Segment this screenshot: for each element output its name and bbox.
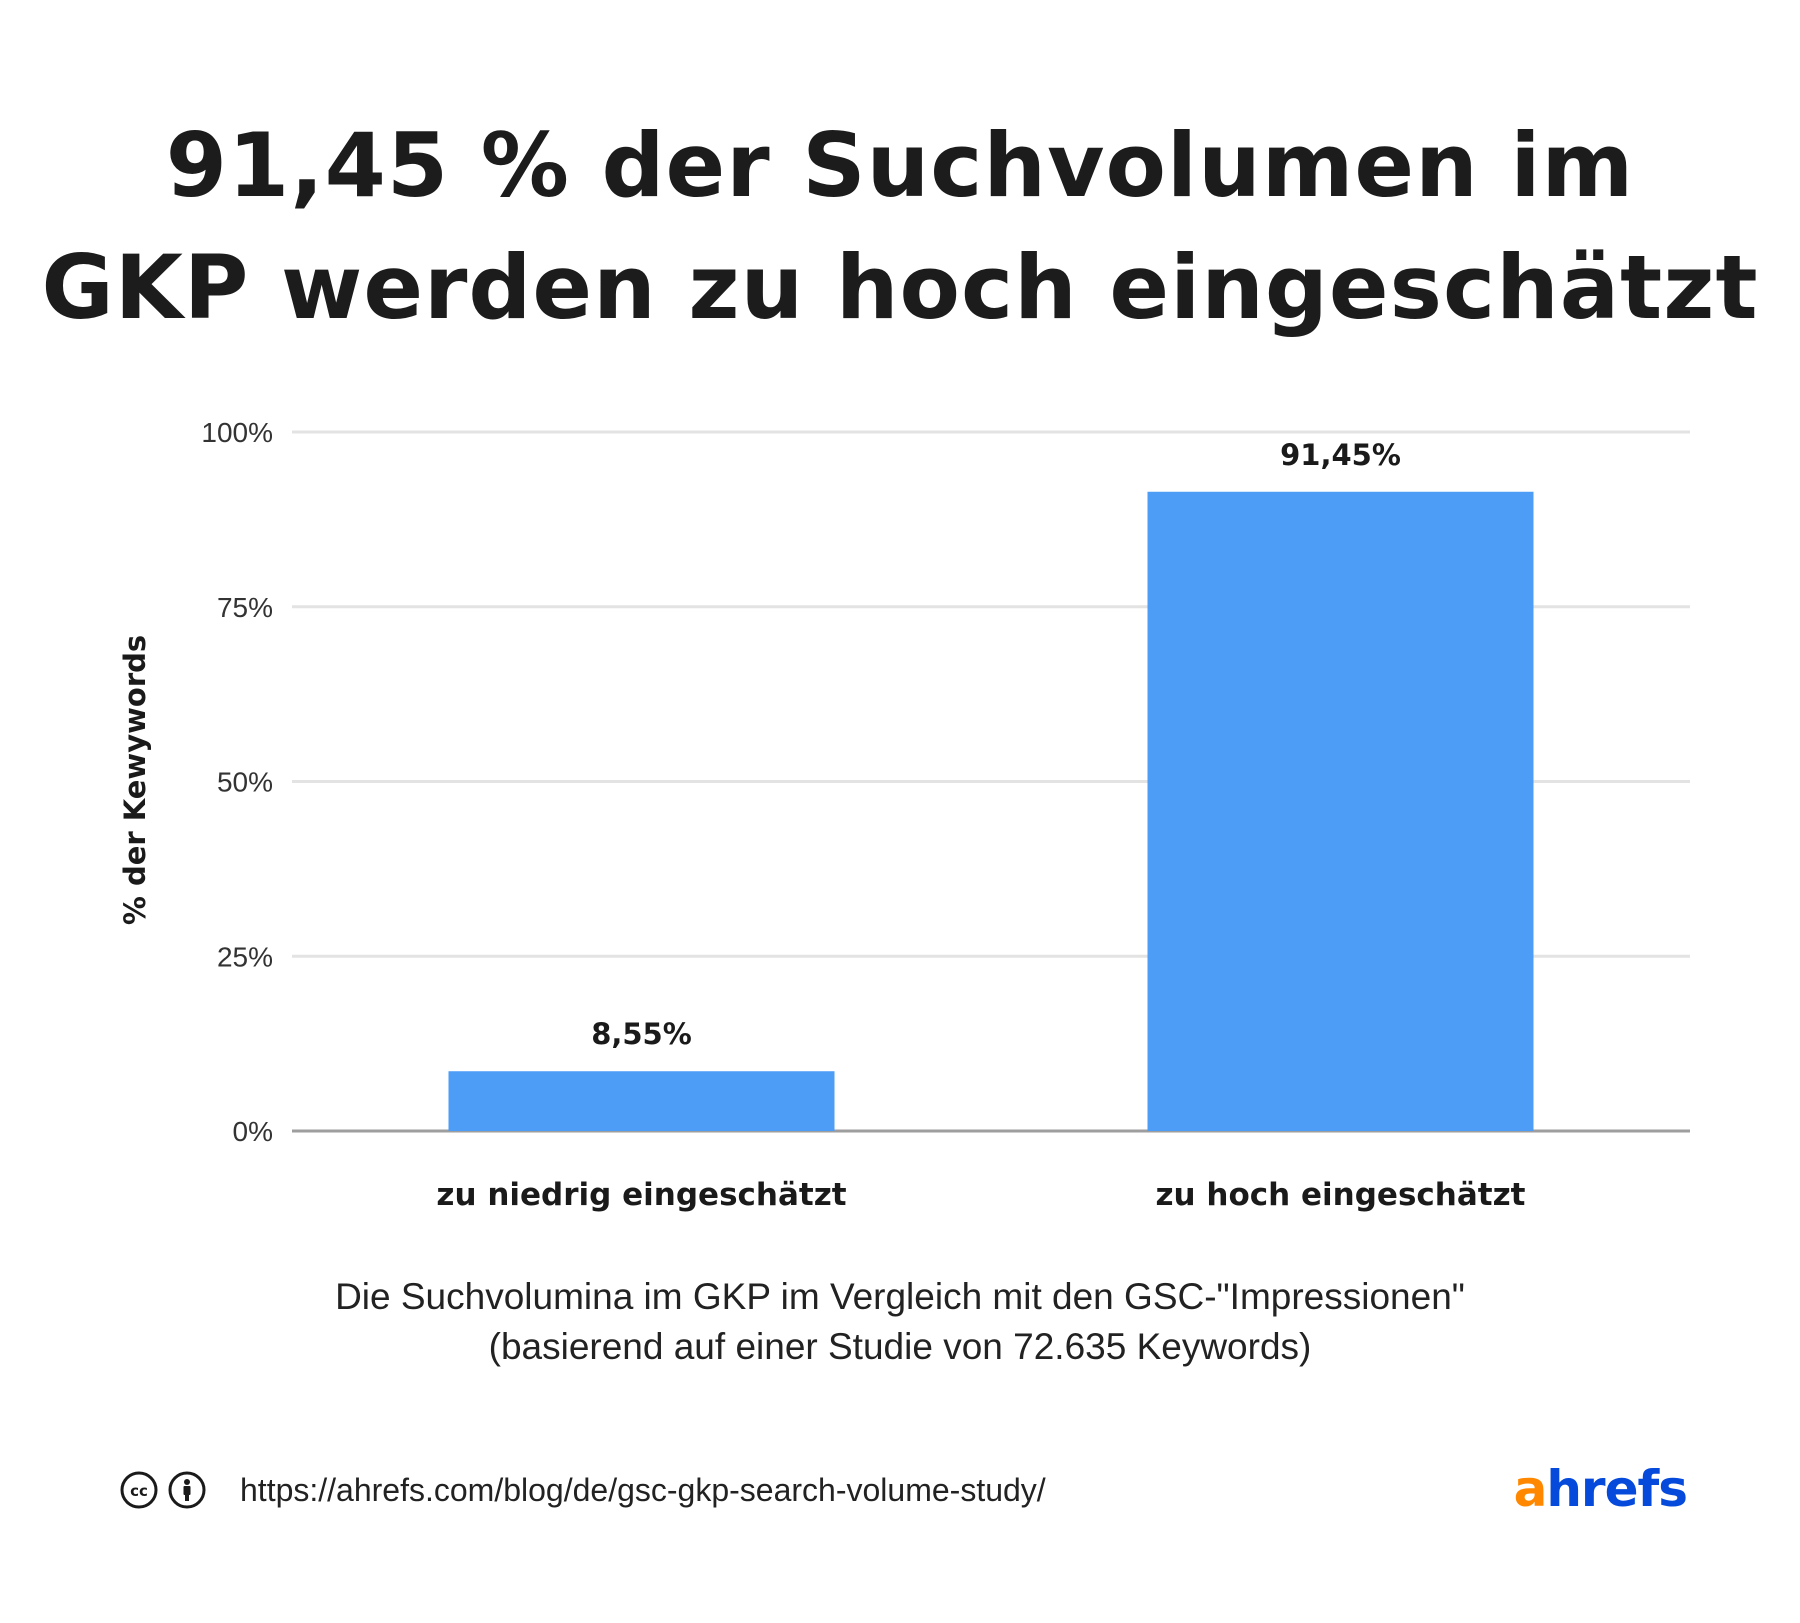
creative-commons-icon: cc [120, 1471, 158, 1509]
x-tick-labels: zu niedrig eingeschätzt zu hoch eingeschä… [436, 1177, 1525, 1213]
caption-line-2: (basierend auf einer Studie von 72.635 K… [488, 1326, 1312, 1367]
data-labels: 8,55% 91,45% [591, 438, 1401, 1051]
bar [448, 1071, 835, 1131]
logo-part-a: a [1513, 1460, 1548, 1518]
y-tick-label: 75% [217, 592, 273, 623]
data-label: 8,55% [591, 1017, 692, 1051]
chart-caption: Die Suchvolumina im GKP im Vergleich mit… [0, 1272, 1800, 1372]
ahrefs-logo: ahrefs [1513, 1460, 1688, 1518]
y-tick-label: 0% [233, 1116, 273, 1147]
x-tick-label: zu hoch eingeschätzt [1156, 1177, 1526, 1213]
bars [448, 491, 1534, 1131]
bar-chart: 0% 25% 50% 75% 100% 8,55% 91,45% zu niedrig e… [118, 417, 1690, 1213]
y-tick-label: 50% [217, 767, 273, 798]
chart-title-line-1: 91,45 % der Suchvolumen im [165, 114, 1635, 217]
y-axis-label: % der Kewywords [118, 635, 152, 925]
x-tick-label: zu niedrig eingeschätzt [436, 1177, 846, 1213]
svg-text:cc: cc [130, 1482, 148, 1500]
attribution-icon [168, 1471, 206, 1509]
y-tick-label: 25% [217, 941, 273, 972]
data-label: 91,45% [1280, 438, 1401, 472]
y-tick-labels: 0% 25% 50% 75% 100% [201, 417, 273, 1147]
footer: cc https://ahrefs.com/blog/de/gsc-gkp-se… [120, 1465, 1046, 1515]
chart-title-line-2: GKP werden zu hoch eingeschätzt [41, 236, 1759, 339]
y-tick-label: 100% [201, 417, 273, 448]
logo-part-hrefs: hrefs [1546, 1460, 1688, 1518]
license-icons: cc [120, 1471, 206, 1509]
bar [1147, 491, 1534, 1131]
source-url[interactable]: https://ahrefs.com/blog/de/gsc-gkp-searc… [240, 1471, 1046, 1508]
caption-line-1: Die Suchvolumina im GKP im Vergleich mit… [335, 1276, 1465, 1317]
chart-title: 91,45 % der Suchvolumen im GKP werden zu… [0, 105, 1800, 349]
